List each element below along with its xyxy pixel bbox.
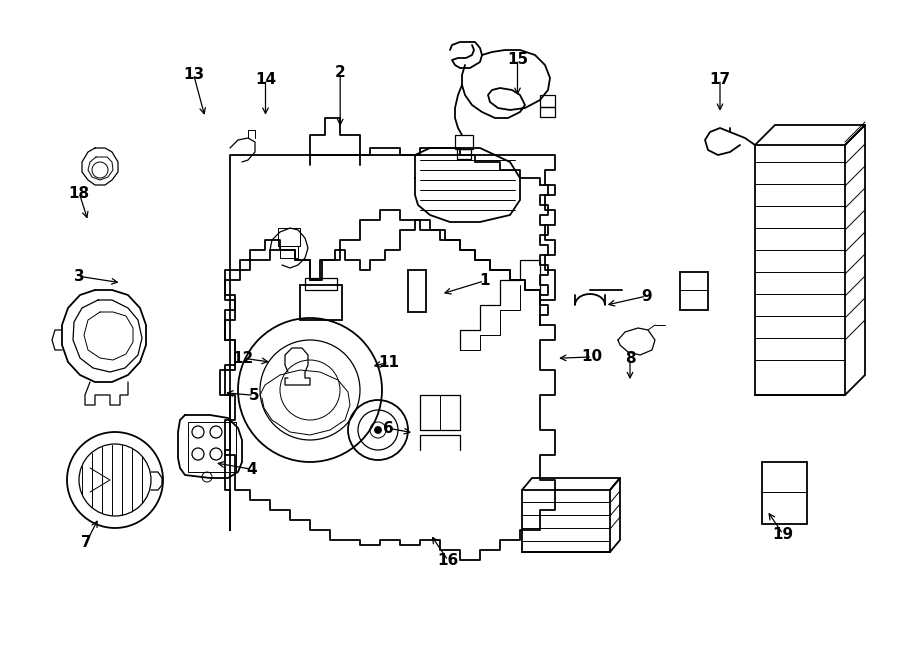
Bar xyxy=(540,95,555,107)
Text: 14: 14 xyxy=(255,72,276,87)
Text: 18: 18 xyxy=(68,186,90,200)
Bar xyxy=(762,462,807,524)
Bar xyxy=(457,149,471,159)
Text: 11: 11 xyxy=(378,355,400,369)
Text: 15: 15 xyxy=(507,52,528,67)
Bar xyxy=(455,135,473,149)
Text: 16: 16 xyxy=(437,553,459,568)
Bar xyxy=(680,272,708,310)
Bar xyxy=(305,278,337,290)
Text: 7: 7 xyxy=(81,535,92,549)
Text: 1: 1 xyxy=(479,274,490,288)
Bar xyxy=(278,228,300,246)
Text: 13: 13 xyxy=(183,67,204,81)
Circle shape xyxy=(375,427,381,433)
Bar xyxy=(280,246,298,258)
Text: 2: 2 xyxy=(335,65,346,80)
Text: 10: 10 xyxy=(581,350,603,364)
Bar xyxy=(755,145,845,395)
Bar xyxy=(408,270,426,312)
Text: 12: 12 xyxy=(232,351,254,366)
Text: 19: 19 xyxy=(772,527,794,541)
Bar xyxy=(188,422,236,472)
Text: 8: 8 xyxy=(625,351,635,366)
Bar xyxy=(300,285,342,320)
Text: 4: 4 xyxy=(247,462,257,477)
Text: 17: 17 xyxy=(709,72,731,87)
Bar xyxy=(522,490,610,552)
Text: 5: 5 xyxy=(248,388,259,403)
Text: 3: 3 xyxy=(74,269,85,284)
Text: 6: 6 xyxy=(383,421,394,436)
Text: 9: 9 xyxy=(641,289,652,303)
Bar xyxy=(540,107,555,117)
